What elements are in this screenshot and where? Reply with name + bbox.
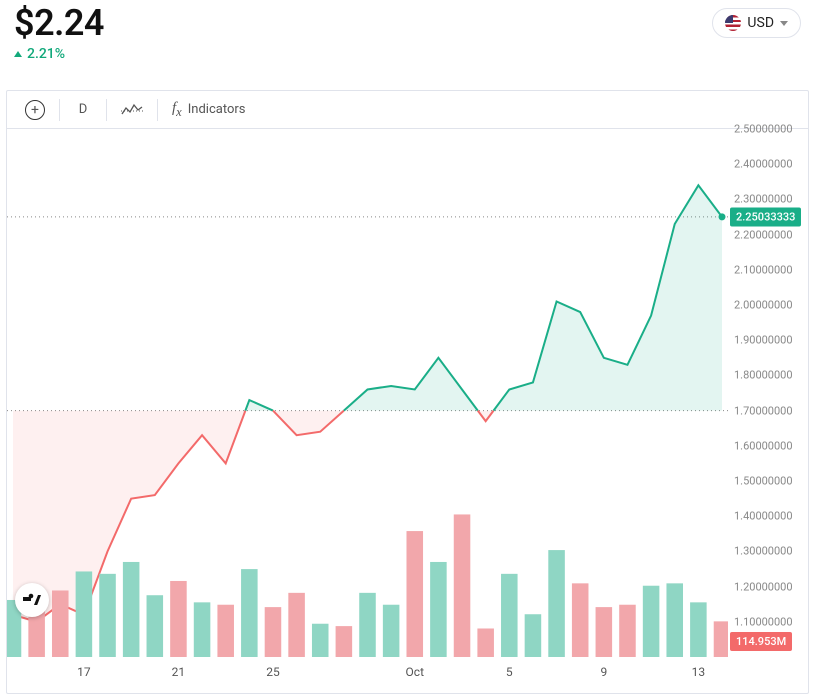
y-tick: 1.30000000	[734, 545, 793, 558]
x-tick: 9	[600, 665, 607, 679]
price-value: $2.24	[14, 2, 104, 44]
price-change: 2.21%	[14, 46, 104, 62]
y-tick: 1.80000000	[734, 369, 793, 382]
indicators-label: Indicators	[188, 102, 246, 117]
tv-logo-icon	[23, 593, 41, 607]
add-button[interactable]: +	[17, 96, 53, 124]
x-tick: Oct	[406, 665, 424, 679]
triangle-up-icon	[14, 51, 22, 57]
chart-toolbar: + D fx Indicators	[7, 91, 808, 129]
last-volume-tag: 114.953M	[730, 632, 792, 651]
x-tick: 25	[266, 665, 280, 679]
divider	[59, 99, 60, 121]
x-tick: 21	[172, 665, 186, 679]
divider	[106, 99, 107, 121]
x-tick: 13	[692, 665, 706, 679]
chart-svg	[7, 129, 728, 657]
timeframe-button[interactable]: D	[66, 96, 100, 124]
fx-icon: fx	[172, 100, 182, 120]
x-tick: 5	[506, 665, 513, 679]
y-tick: 1.70000000	[734, 404, 793, 417]
price-change-value: 2.21%	[27, 46, 65, 62]
y-tick: 2.00000000	[734, 299, 793, 312]
timeframe-label: D	[79, 102, 88, 117]
y-tick: 1.90000000	[734, 334, 793, 347]
y-tick: 2.50000000	[734, 123, 793, 136]
plot-area[interactable]	[7, 129, 728, 657]
y-tick: 1.20000000	[734, 580, 793, 593]
y-tick: 2.10000000	[734, 263, 793, 276]
currency-selector[interactable]: USD	[712, 8, 801, 38]
baseline-chart-icon	[121, 102, 143, 118]
divider	[157, 99, 158, 121]
tradingview-logo[interactable]	[15, 583, 49, 617]
last-price-tag: 2.25033333	[730, 207, 801, 226]
chart-type-button[interactable]	[113, 96, 151, 124]
x-tick: 17	[77, 665, 91, 679]
y-tick: 2.40000000	[734, 158, 793, 171]
price-block: $2.24 2.21%	[14, 2, 104, 62]
chart-panel: + D fx Indicators 2.500000002.4	[6, 90, 809, 694]
chevron-down-icon	[780, 21, 788, 26]
y-tick: 1.10000000	[734, 615, 793, 628]
y-tick: 2.20000000	[734, 228, 793, 241]
y-tick: 1.50000000	[734, 475, 793, 488]
y-axis: 2.500000002.400000002.300000002.20000000…	[728, 129, 808, 657]
y-tick: 2.30000000	[734, 193, 793, 206]
y-tick: 1.60000000	[734, 439, 793, 452]
currency-code: USD	[747, 15, 774, 31]
plus-circle-icon: +	[25, 100, 45, 120]
x-axis: 17 21 25 Oct 5 9 13	[7, 657, 728, 693]
us-flag-icon	[725, 15, 741, 31]
indicators-button[interactable]: fx Indicators	[164, 96, 253, 124]
y-tick: 1.40000000	[734, 510, 793, 523]
